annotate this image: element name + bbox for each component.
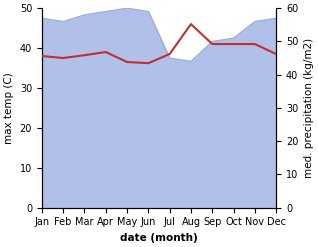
Y-axis label: med. precipitation (kg/m2): med. precipitation (kg/m2) — [304, 38, 314, 178]
Y-axis label: max temp (C): max temp (C) — [4, 72, 14, 144]
X-axis label: date (month): date (month) — [120, 233, 198, 243]
